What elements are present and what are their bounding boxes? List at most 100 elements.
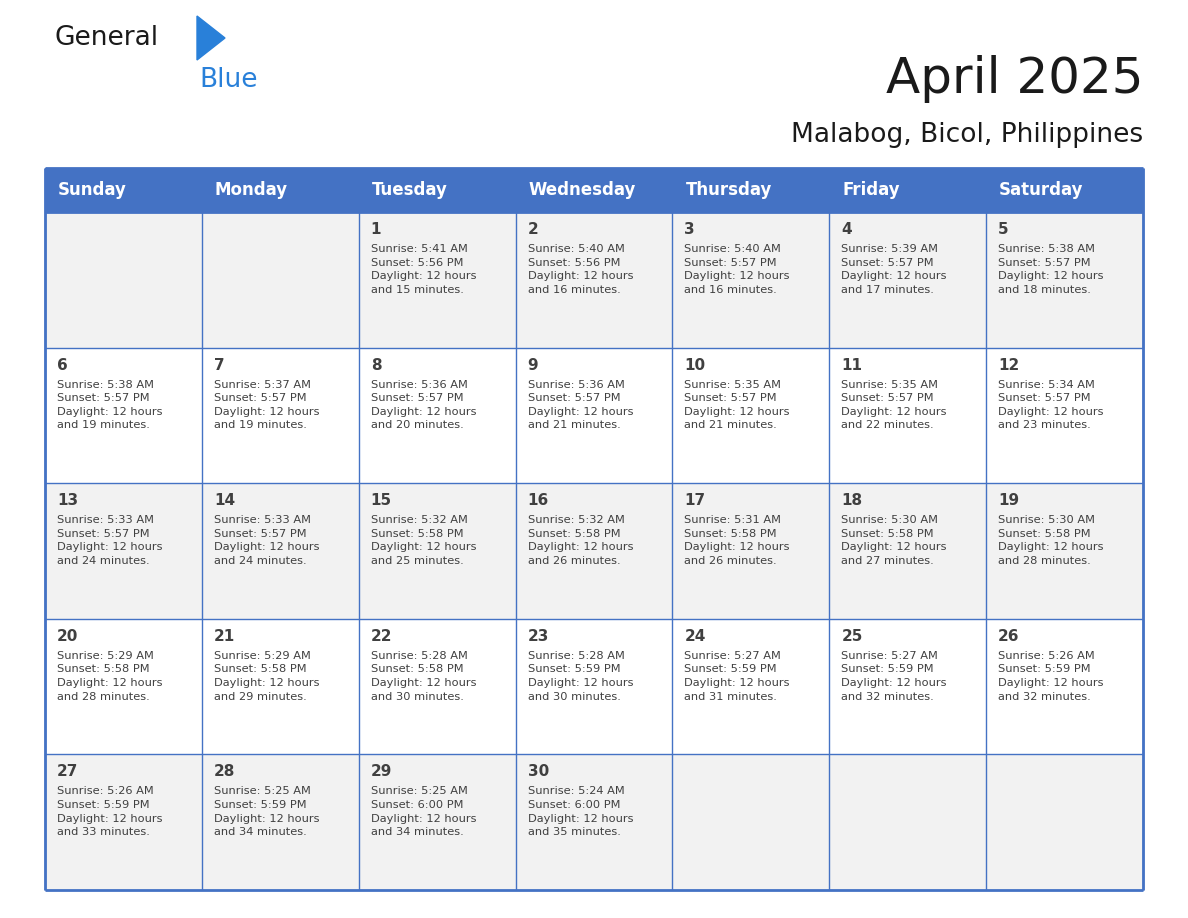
Text: Sunrise: 5:32 AM
Sunset: 5:58 PM
Daylight: 12 hours
and 25 minutes.: Sunrise: 5:32 AM Sunset: 5:58 PM Dayligh… <box>371 515 476 566</box>
Bar <box>829 212 986 348</box>
Bar <box>45 483 202 619</box>
Bar <box>202 619 359 755</box>
Bar <box>672 212 829 348</box>
Bar <box>516 619 672 755</box>
Text: Sunrise: 5:32 AM
Sunset: 5:58 PM
Daylight: 12 hours
and 26 minutes.: Sunrise: 5:32 AM Sunset: 5:58 PM Dayligh… <box>527 515 633 566</box>
Text: 22: 22 <box>371 629 392 644</box>
Bar <box>672 619 829 755</box>
Text: Sunrise: 5:29 AM
Sunset: 5:58 PM
Daylight: 12 hours
and 28 minutes.: Sunrise: 5:29 AM Sunset: 5:58 PM Dayligh… <box>57 651 163 701</box>
Bar <box>672 348 829 483</box>
Bar <box>829 755 986 890</box>
Bar <box>359 348 516 483</box>
Text: Sunrise: 5:26 AM
Sunset: 5:59 PM
Daylight: 12 hours
and 32 minutes.: Sunrise: 5:26 AM Sunset: 5:59 PM Dayligh… <box>998 651 1104 701</box>
Text: April 2025: April 2025 <box>885 55 1143 103</box>
Text: 9: 9 <box>527 358 538 373</box>
Polygon shape <box>197 16 225 60</box>
Text: Sunrise: 5:27 AM
Sunset: 5:59 PM
Daylight: 12 hours
and 31 minutes.: Sunrise: 5:27 AM Sunset: 5:59 PM Dayligh… <box>684 651 790 701</box>
Bar <box>359 212 516 348</box>
Bar <box>45 348 202 483</box>
Text: 16: 16 <box>527 493 549 509</box>
Text: Wednesday: Wednesday <box>529 181 636 199</box>
Text: Sunrise: 5:24 AM
Sunset: 6:00 PM
Daylight: 12 hours
and 35 minutes.: Sunrise: 5:24 AM Sunset: 6:00 PM Dayligh… <box>527 787 633 837</box>
Bar <box>202 348 359 483</box>
Bar <box>672 483 829 619</box>
Text: 21: 21 <box>214 629 235 644</box>
Text: Sunrise: 5:25 AM
Sunset: 6:00 PM
Daylight: 12 hours
and 34 minutes.: Sunrise: 5:25 AM Sunset: 6:00 PM Dayligh… <box>371 787 476 837</box>
Text: 6: 6 <box>57 358 68 373</box>
Bar <box>986 619 1143 755</box>
Text: 14: 14 <box>214 493 235 509</box>
Bar <box>202 483 359 619</box>
Text: Sunrise: 5:25 AM
Sunset: 5:59 PM
Daylight: 12 hours
and 34 minutes.: Sunrise: 5:25 AM Sunset: 5:59 PM Dayligh… <box>214 787 320 837</box>
Text: 25: 25 <box>841 629 862 644</box>
Text: 15: 15 <box>371 493 392 509</box>
Text: Sunrise: 5:36 AM
Sunset: 5:57 PM
Daylight: 12 hours
and 20 minutes.: Sunrise: 5:36 AM Sunset: 5:57 PM Dayligh… <box>371 380 476 431</box>
Bar <box>672 168 829 212</box>
Text: Sunrise: 5:40 AM
Sunset: 5:57 PM
Daylight: 12 hours
and 16 minutes.: Sunrise: 5:40 AM Sunset: 5:57 PM Dayligh… <box>684 244 790 295</box>
Bar <box>202 168 359 212</box>
Bar <box>359 619 516 755</box>
Text: Friday: Friday <box>842 181 901 199</box>
Bar <box>829 168 986 212</box>
Bar <box>359 168 516 212</box>
Text: Sunrise: 5:35 AM
Sunset: 5:57 PM
Daylight: 12 hours
and 21 minutes.: Sunrise: 5:35 AM Sunset: 5:57 PM Dayligh… <box>684 380 790 431</box>
Bar <box>45 619 202 755</box>
Bar <box>986 483 1143 619</box>
Text: Sunrise: 5:31 AM
Sunset: 5:58 PM
Daylight: 12 hours
and 26 minutes.: Sunrise: 5:31 AM Sunset: 5:58 PM Dayligh… <box>684 515 790 566</box>
Text: Sunrise: 5:28 AM
Sunset: 5:59 PM
Daylight: 12 hours
and 30 minutes.: Sunrise: 5:28 AM Sunset: 5:59 PM Dayligh… <box>527 651 633 701</box>
Text: 26: 26 <box>998 629 1019 644</box>
Bar <box>986 212 1143 348</box>
Text: 1: 1 <box>371 222 381 237</box>
Text: Sunrise: 5:27 AM
Sunset: 5:59 PM
Daylight: 12 hours
and 32 minutes.: Sunrise: 5:27 AM Sunset: 5:59 PM Dayligh… <box>841 651 947 701</box>
Text: Sunrise: 5:38 AM
Sunset: 5:57 PM
Daylight: 12 hours
and 19 minutes.: Sunrise: 5:38 AM Sunset: 5:57 PM Dayligh… <box>57 380 163 431</box>
Text: Sunday: Sunday <box>58 181 127 199</box>
Bar <box>359 483 516 619</box>
Bar <box>516 348 672 483</box>
Bar <box>359 755 516 890</box>
Bar <box>986 755 1143 890</box>
Text: Blue: Blue <box>200 67 258 93</box>
Text: 24: 24 <box>684 629 706 644</box>
Text: 11: 11 <box>841 358 862 373</box>
Text: Monday: Monday <box>215 181 287 199</box>
Text: 5: 5 <box>998 222 1009 237</box>
Text: Sunrise: 5:39 AM
Sunset: 5:57 PM
Daylight: 12 hours
and 17 minutes.: Sunrise: 5:39 AM Sunset: 5:57 PM Dayligh… <box>841 244 947 295</box>
Text: Sunrise: 5:34 AM
Sunset: 5:57 PM
Daylight: 12 hours
and 23 minutes.: Sunrise: 5:34 AM Sunset: 5:57 PM Dayligh… <box>998 380 1104 431</box>
Text: 23: 23 <box>527 629 549 644</box>
Text: Thursday: Thursday <box>685 181 772 199</box>
Bar <box>829 348 986 483</box>
Text: 8: 8 <box>371 358 381 373</box>
Text: Malabog, Bicol, Philippines: Malabog, Bicol, Philippines <box>791 122 1143 148</box>
Bar <box>202 212 359 348</box>
Text: 4: 4 <box>841 222 852 237</box>
Text: Sunrise: 5:26 AM
Sunset: 5:59 PM
Daylight: 12 hours
and 33 minutes.: Sunrise: 5:26 AM Sunset: 5:59 PM Dayligh… <box>57 787 163 837</box>
Text: Saturday: Saturday <box>999 181 1083 199</box>
Text: 20: 20 <box>57 629 78 644</box>
Text: Sunrise: 5:35 AM
Sunset: 5:57 PM
Daylight: 12 hours
and 22 minutes.: Sunrise: 5:35 AM Sunset: 5:57 PM Dayligh… <box>841 380 947 431</box>
Bar <box>672 755 829 890</box>
Bar <box>45 168 202 212</box>
Text: 10: 10 <box>684 358 706 373</box>
Bar <box>829 483 986 619</box>
Text: Sunrise: 5:37 AM
Sunset: 5:57 PM
Daylight: 12 hours
and 19 minutes.: Sunrise: 5:37 AM Sunset: 5:57 PM Dayligh… <box>214 380 320 431</box>
Bar <box>45 212 202 348</box>
Bar <box>516 168 672 212</box>
Bar <box>516 755 672 890</box>
Bar <box>516 483 672 619</box>
Text: Sunrise: 5:30 AM
Sunset: 5:58 PM
Daylight: 12 hours
and 27 minutes.: Sunrise: 5:30 AM Sunset: 5:58 PM Dayligh… <box>841 515 947 566</box>
Text: 2: 2 <box>527 222 538 237</box>
Text: 13: 13 <box>57 493 78 509</box>
Text: Sunrise: 5:28 AM
Sunset: 5:58 PM
Daylight: 12 hours
and 30 minutes.: Sunrise: 5:28 AM Sunset: 5:58 PM Dayligh… <box>371 651 476 701</box>
Text: 3: 3 <box>684 222 695 237</box>
Text: General: General <box>55 25 159 51</box>
Text: 7: 7 <box>214 358 225 373</box>
Text: 28: 28 <box>214 765 235 779</box>
Text: Sunrise: 5:33 AM
Sunset: 5:57 PM
Daylight: 12 hours
and 24 minutes.: Sunrise: 5:33 AM Sunset: 5:57 PM Dayligh… <box>57 515 163 566</box>
Bar <box>516 212 672 348</box>
Bar <box>986 348 1143 483</box>
Text: 19: 19 <box>998 493 1019 509</box>
Text: Sunrise: 5:40 AM
Sunset: 5:56 PM
Daylight: 12 hours
and 16 minutes.: Sunrise: 5:40 AM Sunset: 5:56 PM Dayligh… <box>527 244 633 295</box>
Text: Sunrise: 5:41 AM
Sunset: 5:56 PM
Daylight: 12 hours
and 15 minutes.: Sunrise: 5:41 AM Sunset: 5:56 PM Dayligh… <box>371 244 476 295</box>
Text: 17: 17 <box>684 493 706 509</box>
Bar <box>986 168 1143 212</box>
